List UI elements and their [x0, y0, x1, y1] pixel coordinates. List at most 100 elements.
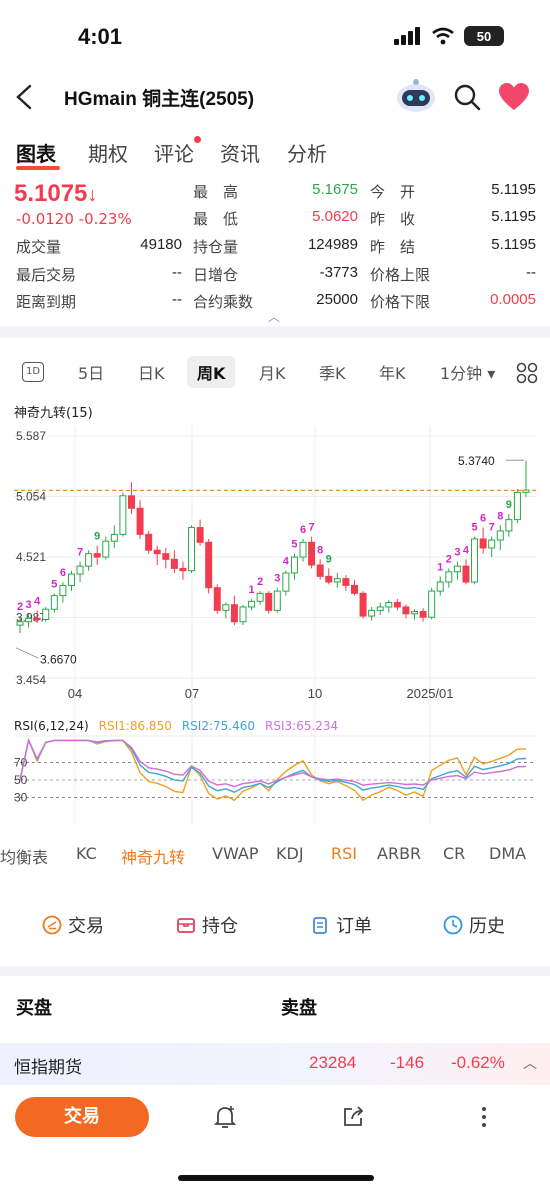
- td-sequential-mark: 3: [26, 599, 32, 611]
- candle-body: [428, 590, 436, 618]
- candle-body: [170, 558, 178, 569]
- candle-body: [59, 584, 67, 597]
- candle-body: [93, 553, 101, 558]
- order-book-header: 买盘 卖盘: [0, 990, 550, 1030]
- candle-body: [76, 565, 84, 575]
- trade-action-label: 交易: [68, 916, 104, 937]
- candle-body: [299, 541, 307, 558]
- candle-body: [16, 621, 24, 626]
- period-yearly[interactable]: 年K: [379, 364, 406, 383]
- expand-caret-icon[interactable]: ︿: [523, 1056, 537, 1072]
- share-icon[interactable]: [341, 1104, 367, 1130]
- candle-body: [162, 553, 170, 560]
- candle-body: [445, 571, 453, 583]
- favorite-heart-icon[interactable]: [497, 82, 531, 112]
- period-weekly[interactable]: 周K: [187, 356, 236, 388]
- candle-body: [102, 540, 110, 558]
- orders-action[interactable]: 订单: [310, 912, 372, 938]
- rsi-y-tick: 30: [14, 791, 28, 805]
- rsi-legend-label: RSI(6,12,24): [14, 719, 89, 733]
- candle-body: [119, 495, 127, 535]
- ind-tab-arbr[interactable]: ARBR: [377, 844, 422, 863]
- status-bar: 4:01 50: [0, 0, 550, 72]
- index-ticker-bar[interactable]: 恒指期货 23284 -146 -0.62% ︿: [0, 1043, 550, 1085]
- tab-comments[interactable]: 评论: [154, 142, 194, 166]
- candle-body: [239, 606, 247, 623]
- ind-tab-kdj[interactable]: KDJ: [276, 844, 304, 863]
- section-divider: [0, 326, 550, 338]
- ind-tab-td9[interactable]: 神奇九转: [121, 848, 186, 867]
- tab-options[interactable]: 期权: [88, 142, 128, 166]
- back-icon[interactable]: [10, 82, 40, 112]
- candle-body: [479, 538, 487, 549]
- ind-tab-ichimoku[interactable]: 均衡表: [0, 848, 49, 867]
- price-alert-bell-icon[interactable]: [212, 1104, 238, 1130]
- battery-icon: 50: [464, 26, 504, 46]
- signal-icon: [394, 27, 420, 45]
- stat-value: 5.1195: [491, 181, 536, 198]
- td-sequential-mark: 7: [77, 547, 83, 559]
- trade-button[interactable]: 交易: [15, 1097, 149, 1137]
- candle-body: [33, 617, 41, 621]
- candle-body: [471, 538, 479, 583]
- candlestick-chart-svg[interactable]: 5.587 5.054 4.521 3.987 3.454 04 07 10 2025/01 5.…: [0, 396, 550, 836]
- stat-value: 49180: [140, 236, 182, 253]
- stat-label: 昨 结: [370, 238, 416, 256]
- tab-news[interactable]: 资讯: [220, 142, 260, 166]
- candle-body: [153, 549, 161, 555]
- period-5d[interactable]: 5日: [78, 364, 105, 383]
- tab-analysis[interactable]: 分析: [287, 142, 327, 166]
- td-sequential-mark: 5: [51, 578, 57, 590]
- tab-chart[interactable]: 图表: [16, 142, 56, 166]
- notification-dot: [194, 136, 201, 143]
- stat-label: 价格上限: [370, 266, 431, 284]
- candle-body: [411, 611, 419, 615]
- candle-body: [308, 541, 316, 566]
- positions-icon: [177, 918, 195, 933]
- more-options-icon[interactable]: [471, 1104, 497, 1130]
- search-icon[interactable]: [452, 82, 482, 112]
- period-monthly[interactable]: 月K: [259, 364, 286, 383]
- stat-value: 5.0620: [312, 208, 358, 225]
- ind-tab-dma[interactable]: DMA: [489, 844, 527, 863]
- candle-body: [342, 578, 350, 586]
- candle-body: [436, 581, 444, 592]
- period-daily[interactable]: 日K: [138, 364, 165, 383]
- candle-body: [385, 601, 393, 608]
- ind-tab-kc[interactable]: KC: [76, 844, 97, 863]
- candle-body: [316, 564, 324, 577]
- rsi-series-line: [19, 738, 527, 788]
- ind-tab-rsi[interactable]: RSI: [331, 844, 357, 863]
- candle-body: [230, 604, 238, 623]
- trade-action[interactable]: 交易: [42, 912, 104, 938]
- stat-label: 最 高: [193, 183, 239, 201]
- period-quarterly[interactable]: 季K: [319, 364, 346, 383]
- stat-label: 最后交易: [16, 266, 77, 284]
- candle-body: [488, 539, 496, 549]
- candle-body: [127, 495, 135, 509]
- stat-label: 日增仓: [193, 266, 239, 284]
- ticker-value: 23284: [309, 1053, 357, 1072]
- down-arrow-icon: ↓: [87, 184, 98, 206]
- stat-value: 25000: [316, 291, 358, 308]
- td-sequential-mark: 6: [480, 513, 486, 525]
- positions-action[interactable]: 持仓: [176, 912, 238, 938]
- candle-body: [25, 617, 33, 623]
- ind-tab-vwap[interactable]: VWAP: [212, 844, 259, 863]
- ai-assistant-icon[interactable]: [394, 78, 438, 114]
- period-minute-dropdown[interactable]: 1分钟 ▾: [440, 364, 496, 383]
- orders-icon: [313, 917, 327, 934]
- ind-tab-cr[interactable]: CR: [443, 844, 466, 863]
- kline-chart[interactable]: 神奇九转(15) 5.587 5.054 4.521 3.987 3.454 04 07 10…: [0, 396, 550, 836]
- candle-body: [67, 573, 75, 586]
- candle-body: [496, 530, 504, 541]
- candle-body: [402, 606, 410, 615]
- collapse-caret-icon[interactable]: ︿: [268, 310, 281, 324]
- candle-body: [273, 590, 281, 611]
- intraday-1d-icon[interactable]: 1D: [22, 362, 44, 382]
- candle-body: [333, 578, 341, 583]
- y-tick-label: 3.454: [16, 673, 46, 687]
- layout-grid-icon[interactable]: [516, 362, 538, 384]
- history-action[interactable]: 历史: [443, 912, 505, 938]
- max-price-label: 5.3740: [458, 454, 495, 468]
